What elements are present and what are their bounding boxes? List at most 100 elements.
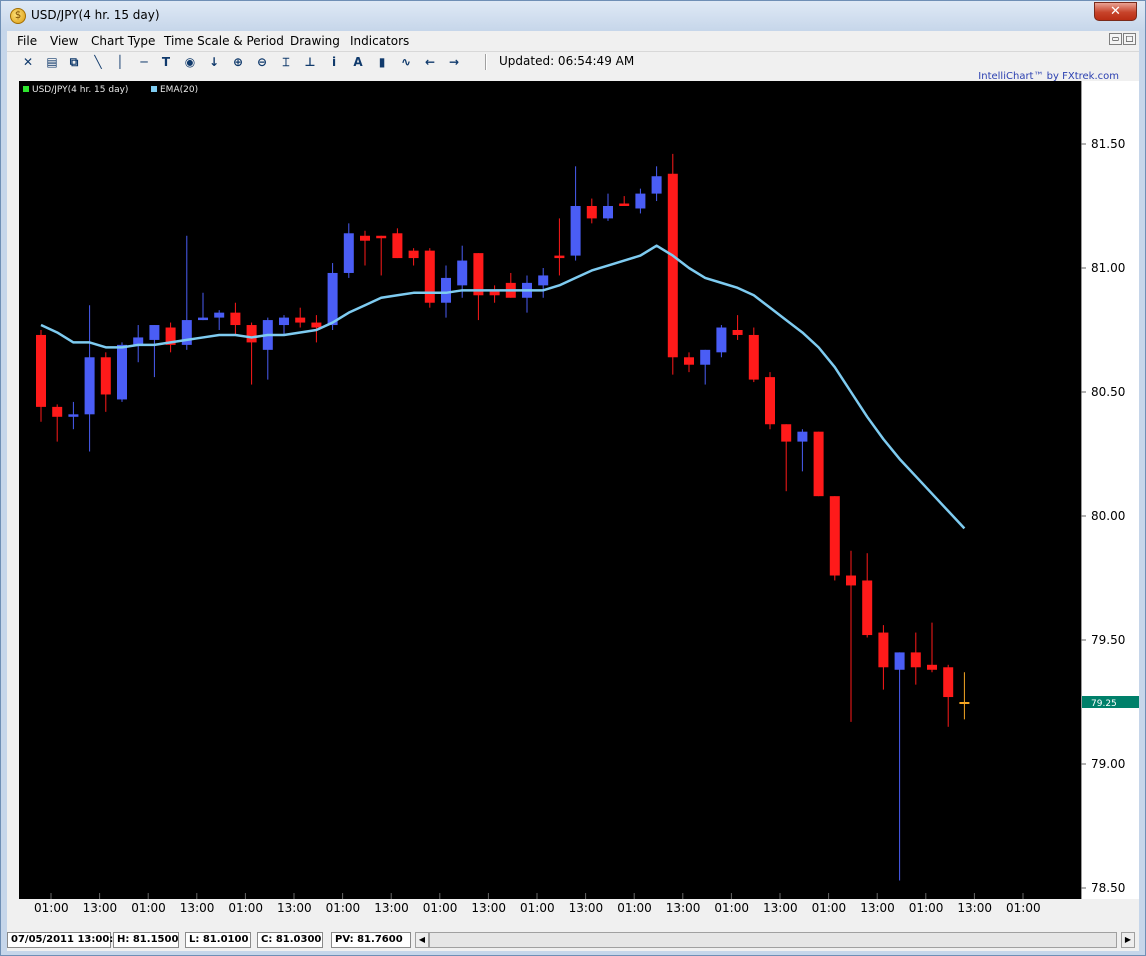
- x-tick-label: 13:00: [471, 901, 506, 915]
- menu-drawing[interactable]: Drawing: [290, 34, 340, 48]
- candle-body: [214, 312, 225, 318]
- candlestick-chart[interactable]: USD/JPY(4 hr. 15 day) EMA(20) 81.50 81.00 80…: [19, 81, 1146, 899]
- candle-body: [781, 424, 792, 442]
- menu-view[interactable]: View: [50, 34, 79, 48]
- x-tick-label: 01:00: [228, 901, 263, 915]
- arrow-down-icon[interactable]: ↓: [208, 55, 220, 69]
- restore-icon[interactable]: ▭: [1109, 33, 1122, 45]
- chart-area[interactable]: USD/JPY(4 hr. 15 day) EMA(20) 81.50 81.00 80…: [19, 81, 1146, 899]
- candle-body: [959, 702, 970, 704]
- plot-background: [19, 81, 1081, 899]
- x-tick-label: 13:00: [957, 901, 992, 915]
- line-chart-icon[interactable]: ∿: [400, 55, 412, 69]
- scroll-left-button[interactable]: ◀: [415, 932, 429, 948]
- candle-body: [392, 233, 403, 259]
- scroll-right-icon[interactable]: →: [448, 55, 460, 69]
- fit-icon[interactable]: ⌶: [282, 55, 290, 69]
- x-tick-label: 01:00: [131, 901, 166, 915]
- candle-body: [52, 406, 63, 417]
- candle-body: [133, 337, 144, 345]
- candle-body: [489, 290, 500, 296]
- y-tick-label: 79.50: [1091, 633, 1125, 647]
- candle-body: [36, 334, 46, 407]
- x-tick-label: 01:00: [1006, 901, 1041, 915]
- candle-body: [408, 250, 419, 259]
- x-tick-label: 13:00: [763, 901, 798, 915]
- candle-body: [311, 322, 322, 328]
- candle-body: [327, 272, 338, 326]
- info-icon[interactable]: i: [331, 55, 337, 69]
- status-high: H: 81.1500: [113, 932, 179, 948]
- candle-body: [619, 203, 630, 206]
- horizontal-line-icon[interactable]: ─: [140, 55, 148, 69]
- close-button[interactable]: ✕: [1094, 2, 1137, 21]
- candle-body: [943, 667, 954, 698]
- font-icon[interactable]: A: [353, 55, 363, 69]
- menu-indicators[interactable]: Indicators: [350, 34, 410, 48]
- x-tick-label: 13:00: [665, 901, 701, 915]
- x-tick-label: 13:00: [568, 901, 604, 915]
- toolbar: ✕ ▤ ⧉ ╲ │ ─ T ◉ ↓ ⊕ ⊖ ⌶ ⊥ i A ▮ ∿ ← →: [7, 51, 1139, 72]
- cursor-cross-icon[interactable]: ✕: [22, 55, 34, 69]
- legend-swatch: [23, 86, 29, 92]
- price-tag-label: 79.25: [1091, 699, 1117, 709]
- x-tick-label: 01:00: [617, 901, 652, 915]
- vertical-line-icon[interactable]: │: [116, 55, 124, 69]
- print-icon[interactable]: ▤: [46, 55, 58, 69]
- candle-body: [84, 357, 95, 415]
- x-tick-label: 13:00: [374, 901, 409, 915]
- ema-line: [40, 244, 966, 530]
- zoom-in-icon[interactable]: ⊕: [232, 55, 244, 69]
- x-tick-label: 01:00: [422, 901, 458, 915]
- zoom-out-icon[interactable]: ⊖: [256, 55, 268, 69]
- x-tick-label: 01:00: [520, 901, 555, 915]
- x-tick-label: 01:00: [811, 901, 847, 915]
- copy-icon[interactable]: ⧉: [69, 55, 79, 69]
- candle-body: [165, 327, 176, 345]
- menu-time-scale[interactable]: Time Scale & Period: [164, 34, 284, 48]
- target-icon[interactable]: ◉: [184, 55, 196, 69]
- bar-chart-icon[interactable]: ▮: [378, 55, 386, 69]
- y-tick-label: 81.50: [1091, 137, 1125, 151]
- candle-body: [586, 206, 597, 219]
- scroll-left-icon[interactable]: ←: [424, 55, 436, 69]
- scroll-right-button[interactable]: ▶: [1121, 932, 1135, 948]
- baseline-icon[interactable]: ⊥: [304, 55, 316, 69]
- candle-body: [813, 431, 824, 497]
- y-tick-label: 81.00: [1091, 261, 1125, 275]
- horizontal-scrollbar[interactable]: [429, 932, 1117, 948]
- legend-swatch: [151, 86, 157, 92]
- status-close: C: 81.0300: [257, 932, 323, 948]
- candle-body: [748, 334, 759, 380]
- candle-body: [554, 255, 565, 259]
- menu-file[interactable]: File: [17, 34, 38, 48]
- x-tick-label: 13:00: [860, 901, 895, 915]
- text-tool-icon[interactable]: T: [161, 55, 171, 69]
- candle-body: [538, 275, 549, 286]
- status-pv: PV: 81.7600: [331, 932, 411, 948]
- title-bar[interactable]: $ USD/JPY(4 hr. 15 day) ✕: [1, 1, 1145, 31]
- candle-body: [100, 357, 111, 395]
- menu-chart-type[interactable]: Chart Type: [91, 34, 156, 48]
- maximize-icon[interactable]: □: [1123, 33, 1136, 45]
- candle-body: [230, 312, 241, 326]
- x-tick-label: 01:00: [34, 901, 69, 915]
- candle-body: [862, 580, 873, 636]
- toolbar-separator: [485, 54, 487, 70]
- y-tick-label: 79.00: [1091, 757, 1125, 771]
- candle-body: [765, 377, 775, 425]
- candle-body: [360, 235, 370, 241]
- candle-body: [894, 652, 905, 670]
- candle-body: [651, 176, 662, 194]
- candle-body: [279, 317, 289, 326]
- candle-body: [716, 327, 727, 353]
- x-tick-label: 01:00: [908, 901, 944, 915]
- trendline-icon[interactable]: ╲: [94, 55, 102, 69]
- candle-body: [149, 325, 160, 340]
- x-tick-label: 13:00: [179, 901, 215, 915]
- candle-body: [732, 330, 743, 335]
- candle-body: [700, 349, 711, 365]
- window-title: USD/JPY(4 hr. 15 day): [31, 8, 160, 22]
- candle-body: [829, 496, 840, 576]
